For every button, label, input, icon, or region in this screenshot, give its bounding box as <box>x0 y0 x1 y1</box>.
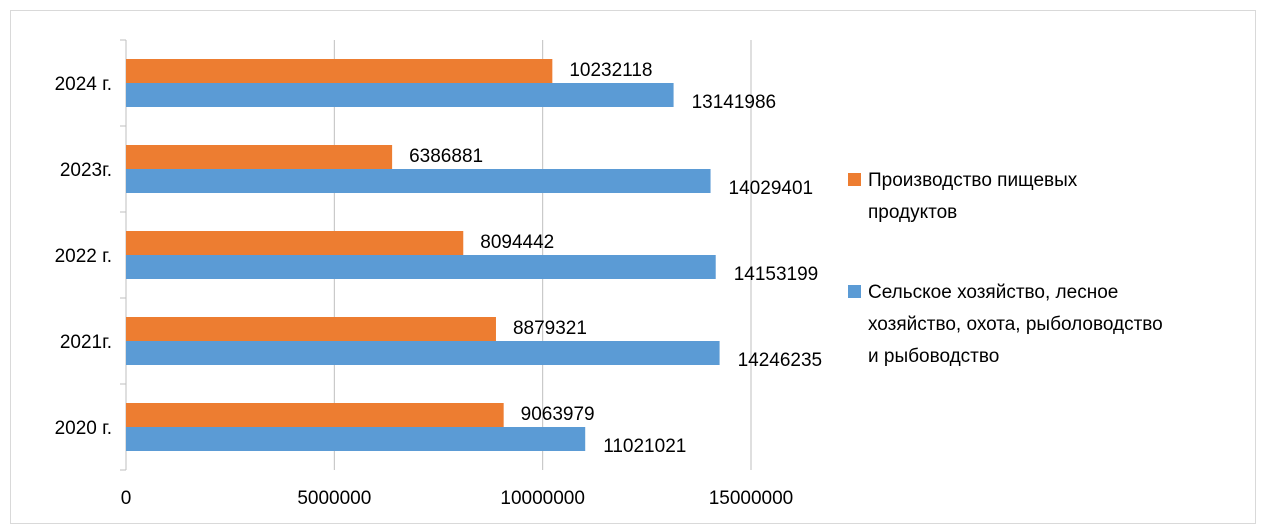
x-tick-label: 5000000 <box>297 488 371 509</box>
bar-food-production <box>126 59 553 83</box>
legend: Производство пищевых продуктов Сельское хо… <box>848 170 1163 367</box>
data-label: 14246235 <box>738 350 823 371</box>
legend-label: и рыбоводство <box>868 346 999 367</box>
data-label: 6386881 <box>409 146 483 167</box>
bar-agriculture <box>126 83 674 107</box>
x-tick-label: 15000000 <box>709 488 794 509</box>
legend-label: продуктов <box>868 202 957 223</box>
bar-agriculture <box>126 255 716 279</box>
legend-label: Сельское хозяйство, лесное <box>868 282 1118 303</box>
bar-food-production <box>126 145 393 169</box>
bar-agriculture <box>126 341 720 365</box>
bar-agriculture <box>126 427 586 451</box>
label-layer: 10232118 13141986 6386881 14029401 8094442 14… <box>409 60 822 457</box>
bar-layer <box>126 59 720 451</box>
category-label: 2021г. <box>60 332 112 353</box>
bar-food-production <box>126 317 496 341</box>
x-tick-label: 0 <box>121 488 132 509</box>
legend-swatch-agriculture <box>848 285 861 298</box>
legend-swatch-food <box>848 173 861 186</box>
data-label: 13141986 <box>692 92 777 113</box>
bar-food-production <box>126 231 464 255</box>
data-label: 14153199 <box>734 264 819 285</box>
category-label: 2024 г. <box>55 74 112 95</box>
legend-label: Производство пищевых <box>868 170 1078 191</box>
x-tick-label: 10000000 <box>500 488 585 509</box>
data-label: 8879321 <box>513 318 587 339</box>
data-label: 14029401 <box>729 178 814 199</box>
data-label: 10232118 <box>569 60 652 81</box>
bar-agriculture <box>126 169 711 193</box>
bar-food-production <box>126 403 504 427</box>
data-label: 8094442 <box>480 232 554 253</box>
category-label: 2023г. <box>60 160 112 181</box>
category-label: 2020 г. <box>55 418 112 439</box>
legend-label: хозяйство, охота, рыболоводство <box>868 314 1163 335</box>
category-label: 2022 г. <box>55 246 112 267</box>
axis-layer: 0 5000000 10000000 15000000 2024 г. 2023г. 202… <box>55 39 794 509</box>
data-label: 9063979 <box>521 404 595 425</box>
data-label: 11021021 <box>603 436 686 457</box>
